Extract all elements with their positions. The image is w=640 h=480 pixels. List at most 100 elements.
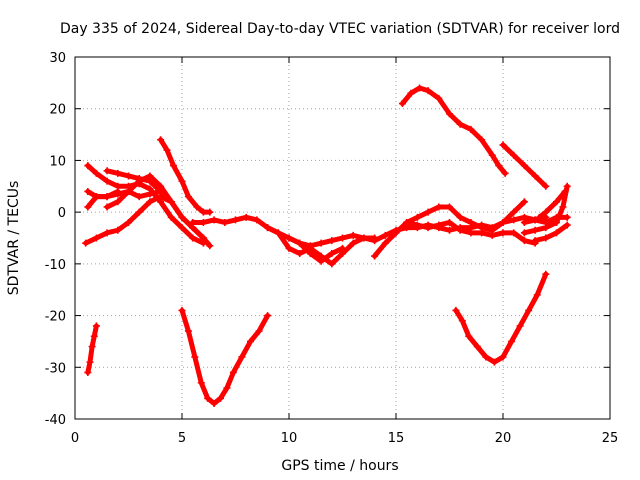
data-point xyxy=(84,162,92,170)
data-point xyxy=(446,218,453,226)
data-point xyxy=(103,177,111,185)
x-axis-label: GPS time / hours xyxy=(281,458,398,474)
data-point xyxy=(114,226,122,234)
data-point xyxy=(135,193,143,201)
data-point xyxy=(229,368,237,376)
data-point xyxy=(520,218,528,226)
data-point xyxy=(178,224,186,232)
data-point xyxy=(467,229,475,237)
data-point xyxy=(125,187,132,195)
series-track-14 xyxy=(403,218,539,247)
data-point xyxy=(232,216,239,224)
data-point xyxy=(499,353,507,361)
data-point xyxy=(542,208,550,216)
data-point xyxy=(184,193,192,201)
data-point xyxy=(563,213,571,221)
data-point xyxy=(531,172,539,180)
data-point xyxy=(490,358,498,366)
data-point xyxy=(285,244,293,252)
data-point xyxy=(178,306,186,314)
data-point xyxy=(553,198,560,206)
data-point xyxy=(542,224,550,232)
data-point xyxy=(103,193,111,201)
data-point xyxy=(82,239,90,247)
x-tick-label: 20 xyxy=(495,431,512,446)
data-point xyxy=(424,208,432,216)
data-point xyxy=(510,216,518,224)
y-tick-label: -40 xyxy=(45,413,66,428)
data-point xyxy=(465,332,473,340)
series-line xyxy=(536,188,568,220)
axis-ticks: 0 5 10 15 20 25 -40 -30 -20 -10 0 10 20 30 xyxy=(45,51,619,446)
data-point xyxy=(349,239,357,247)
data-point xyxy=(339,244,346,252)
data-point xyxy=(458,317,466,325)
data-point xyxy=(339,234,346,242)
series-track-8 xyxy=(157,136,214,216)
series-track-10 xyxy=(189,213,550,250)
data-point xyxy=(114,169,122,177)
data-point xyxy=(381,239,389,247)
data-point xyxy=(197,379,205,387)
data-point xyxy=(253,216,261,224)
data-point xyxy=(349,231,357,239)
series-line xyxy=(286,235,345,264)
data-point xyxy=(157,136,165,144)
data-point xyxy=(516,322,524,330)
series-track-1 xyxy=(84,322,100,376)
data-point xyxy=(92,234,100,242)
data-point xyxy=(189,218,197,226)
data-point xyxy=(169,162,177,170)
series-track-7 xyxy=(103,172,175,211)
data-point xyxy=(191,353,199,361)
data-point xyxy=(317,239,325,247)
data-point xyxy=(184,327,192,335)
data-point xyxy=(392,229,400,237)
series-track-12 xyxy=(285,234,346,265)
data-point xyxy=(535,213,543,221)
data-point xyxy=(381,231,389,239)
data-point xyxy=(125,172,132,180)
y-tick-label: -10 xyxy=(45,258,66,273)
data-point xyxy=(473,343,481,351)
data-point xyxy=(467,218,475,226)
data-point xyxy=(92,193,100,201)
y-tick-label: -20 xyxy=(45,310,66,325)
data-point xyxy=(189,234,197,242)
data-point xyxy=(424,224,432,232)
data-point xyxy=(206,242,214,250)
plot-frame xyxy=(74,56,611,420)
series-line xyxy=(158,137,213,215)
data-point xyxy=(163,146,171,154)
data-point xyxy=(495,162,503,170)
data-point xyxy=(435,94,443,102)
data-point xyxy=(499,218,507,226)
series-track-16 xyxy=(499,141,550,190)
data-point xyxy=(456,226,464,234)
data-point xyxy=(238,353,246,361)
data-point xyxy=(296,250,304,258)
data-point xyxy=(221,218,229,226)
x-tick-label: 15 xyxy=(388,431,405,446)
data-point xyxy=(103,229,111,237)
data-point xyxy=(306,250,314,258)
series-track-13 xyxy=(371,198,528,260)
series-line xyxy=(453,271,549,365)
data-point xyxy=(328,237,336,245)
data-point xyxy=(520,237,528,245)
series-track-9 xyxy=(178,306,272,407)
data-point xyxy=(285,234,293,242)
data-point xyxy=(563,182,571,190)
data-point xyxy=(328,250,336,258)
data-point xyxy=(114,187,122,195)
data-point xyxy=(510,208,518,216)
data-point xyxy=(223,384,231,392)
x-tick-label: 5 xyxy=(178,431,186,446)
y-axis-label: SDTVAR / TECUs xyxy=(6,181,22,296)
data-point xyxy=(125,218,132,226)
data-point xyxy=(206,208,214,216)
data-point xyxy=(398,100,406,108)
data-point xyxy=(204,394,212,402)
data-point xyxy=(478,136,486,144)
